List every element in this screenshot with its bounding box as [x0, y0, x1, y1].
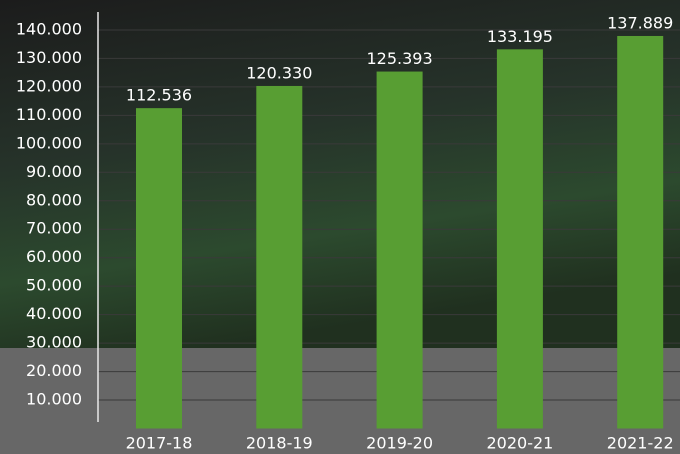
y-tick-label: 80.000	[26, 190, 82, 209]
value-label: 125.393	[367, 49, 433, 68]
background-floor	[0, 348, 680, 454]
x-tick-label: 2021-22	[607, 434, 674, 453]
y-tick-label: 110.000	[16, 105, 82, 124]
bar	[256, 86, 302, 429]
y-tick-label: 120.000	[16, 76, 82, 95]
y-tick-label: 30.000	[26, 333, 82, 352]
value-label: 133.195	[487, 27, 553, 46]
bar	[497, 49, 543, 428]
y-tick-label: 10.000	[26, 390, 82, 409]
x-tick-label: 2019-20	[366, 434, 433, 453]
chart: 10.000 20.000 30.000 40.000 50.000 60.000 70.0…	[0, 0, 680, 454]
value-label: 112.536	[126, 86, 192, 105]
y-tick-label: 140.000	[16, 19, 82, 38]
y-tick-label: 70.000	[26, 219, 82, 238]
y-tick-label: 50.000	[26, 276, 82, 295]
bar	[617, 36, 663, 429]
bar	[377, 72, 423, 429]
y-tick-label: 60.000	[26, 247, 82, 266]
x-tick-label: 2017-18	[126, 434, 193, 453]
y-tick-label: 90.000	[26, 162, 82, 181]
y-tick-label: 40.000	[26, 304, 82, 323]
bar	[136, 108, 182, 428]
x-tick-label: 2020-21	[486, 434, 553, 453]
y-tick-label: 130.000	[16, 48, 82, 67]
value-label: 137.889	[607, 13, 673, 32]
background-photo	[0, 0, 680, 348]
x-tick-label: 2018-19	[246, 434, 313, 453]
y-tick-label: 100.000	[16, 133, 82, 152]
y-tick-label: 20.000	[26, 361, 82, 380]
value-label: 120.330	[246, 63, 312, 82]
